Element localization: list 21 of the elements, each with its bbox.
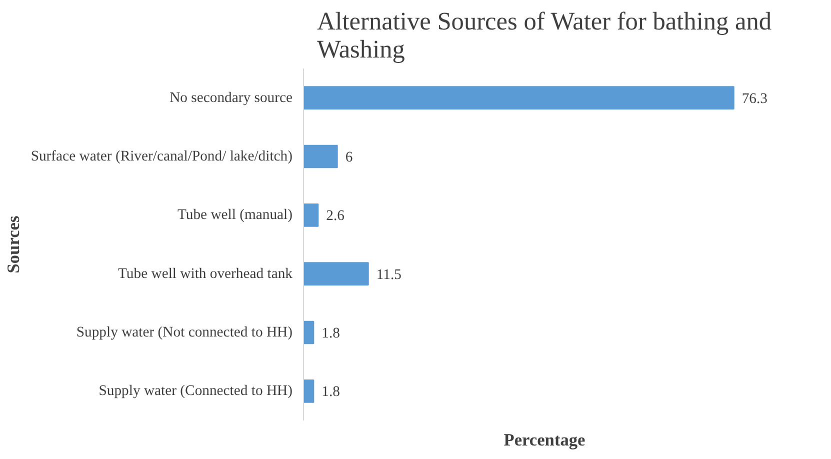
- x-axis-title: Percentage: [504, 430, 586, 450]
- y-tick-label: No secondary source: [170, 90, 293, 106]
- y-tick-label: Supply water (Not connected to HH): [76, 324, 293, 340]
- y-tick-label: Supply water (Connected to HH): [98, 383, 293, 400]
- bar: [304, 144, 338, 168]
- chart-title: Alternative Sources of Water for bathing and Washing: [316, 8, 772, 64]
- bar: [304, 380, 314, 403]
- data-label: 6: [345, 150, 353, 166]
- bar: [304, 86, 734, 110]
- data-label: 76.3: [742, 90, 768, 107]
- bar: [304, 320, 314, 344]
- y-tick-label: Tube well with overhead tank: [118, 266, 294, 282]
- data-label: 11.5: [376, 266, 402, 283]
- bar: [304, 262, 369, 286]
- data-label: 1.8: [322, 384, 340, 400]
- y-tick-label: Tube well (manual): [177, 207, 293, 224]
- data-label: 2.6: [326, 208, 344, 224]
- data-label: 1.8: [322, 326, 340, 342]
- bar: [304, 204, 319, 227]
- y-axis-title: Sources: [4, 216, 23, 274]
- y-tick-label: Surface water (River/canal/Pond/ lake/ditch): [30, 148, 293, 164]
